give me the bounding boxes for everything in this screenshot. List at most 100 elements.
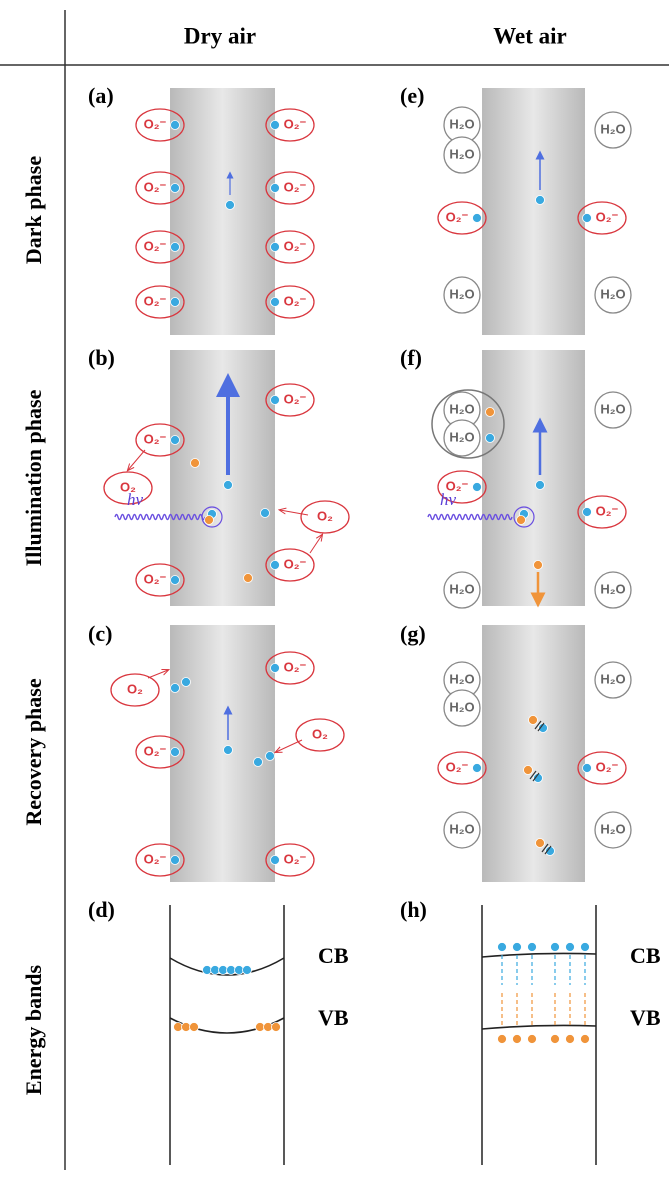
carrier — [171, 856, 180, 865]
carrier — [171, 748, 180, 757]
row-label: Dark phase — [21, 156, 46, 264]
carrier — [271, 121, 280, 130]
carrier — [513, 1035, 522, 1044]
band-label: VB — [318, 1005, 349, 1030]
arrow — [276, 740, 302, 752]
arrow — [148, 670, 168, 678]
photon-label: hν — [127, 490, 144, 509]
carrier — [498, 943, 507, 952]
carrier — [566, 943, 575, 952]
molecule-label: O₂⁻ — [596, 209, 619, 224]
carrier — [583, 764, 592, 773]
carrier — [271, 664, 280, 673]
carrier — [244, 574, 253, 583]
carrier — [534, 561, 543, 570]
molecule-label: O₂⁻ — [596, 503, 619, 518]
molecule-label: O₂⁻ — [144, 743, 167, 758]
molecule-label: O₂⁻ — [144, 851, 167, 866]
carrier — [171, 576, 180, 585]
photon-label: hν — [440, 490, 457, 509]
molecule-label: H₂O — [449, 671, 474, 686]
carrier — [271, 298, 280, 307]
panel-label: (b) — [88, 345, 115, 370]
carrier — [473, 764, 482, 773]
molecule-label: O₂⁻ — [284, 238, 307, 253]
conduction-band — [482, 953, 596, 957]
molecule-label: O₂⁻ — [144, 293, 167, 308]
molecule-label: H₂O — [600, 121, 625, 136]
carrier — [271, 561, 280, 570]
molecule-label: H₂O — [600, 581, 625, 596]
molecule-label: H₂O — [600, 286, 625, 301]
molecule-label: O₂⁻ — [284, 179, 307, 194]
molecule-label: O₂⁻ — [144, 238, 167, 253]
molecule-label: H₂O — [449, 581, 474, 596]
carrier — [583, 214, 592, 223]
carrier — [205, 516, 214, 525]
nanowire — [170, 350, 275, 606]
molecule-label: H₂O — [600, 671, 625, 686]
molecule-label: O₂⁻ — [144, 179, 167, 194]
carrier — [224, 481, 233, 490]
carrier — [254, 758, 263, 767]
molecule-label: O₂⁻ — [446, 759, 469, 774]
row-label: Recovery phase — [21, 678, 46, 825]
molecule-label: H₂O — [449, 429, 474, 444]
molecule-label: H₂O — [449, 116, 474, 131]
nanowire — [170, 88, 275, 335]
molecule-label: O₂⁻ — [284, 293, 307, 308]
molecule-label: O₂⁻ — [144, 431, 167, 446]
panel-label: (f) — [400, 345, 422, 370]
carrier — [191, 459, 200, 468]
molecule-label: H₂O — [449, 286, 474, 301]
molecule-label: O₂⁻ — [284, 659, 307, 674]
carrier — [581, 943, 590, 952]
carrier — [271, 243, 280, 252]
carrier — [517, 516, 526, 525]
molecule-label: O₂⁻ — [446, 209, 469, 224]
nanowire — [482, 625, 585, 882]
carrier — [243, 966, 252, 975]
valence-band — [482, 1025, 596, 1029]
molecule-label: O₂⁻ — [596, 759, 619, 774]
molecule-label: O₂⁻ — [144, 116, 167, 131]
carrier — [171, 243, 180, 252]
carrier — [551, 943, 560, 952]
carrier — [190, 1023, 199, 1032]
panel-label: (a) — [88, 83, 114, 108]
arrow — [310, 535, 322, 553]
molecule-label: O₂ — [317, 508, 333, 523]
carrier — [266, 752, 275, 761]
molecule-label: O₂⁻ — [284, 556, 307, 571]
panels: Dark phase Illumination phase Recovery pha… — [21, 83, 661, 1165]
band-label: CB — [630, 943, 661, 968]
row-label: Energy bands — [21, 964, 46, 1095]
carrier — [583, 508, 592, 517]
molecule-label: H₂O — [449, 699, 474, 714]
panel-label: (g) — [400, 621, 426, 646]
carrier — [529, 716, 538, 725]
molecule-label: H₂O — [449, 821, 474, 836]
carrier — [536, 481, 545, 490]
molecule-label: O₂⁻ — [284, 851, 307, 866]
molecule-label: H₂O — [449, 146, 474, 161]
carrier — [513, 943, 522, 952]
arrow — [280, 510, 308, 515]
molecule-label: O₂⁻ — [284, 116, 307, 131]
carrier — [171, 121, 180, 130]
carrier — [271, 396, 280, 405]
panel-label: (h) — [400, 897, 427, 922]
carrier — [226, 201, 235, 210]
molecule-label: O₂⁻ — [144, 571, 167, 586]
panel-label: (e) — [400, 83, 424, 108]
band-label: CB — [318, 943, 349, 968]
carrier — [551, 1035, 560, 1044]
nanowire — [482, 350, 585, 606]
carrier — [271, 184, 280, 193]
nanowire — [482, 88, 585, 335]
carrier — [528, 1035, 537, 1044]
carrier — [271, 856, 280, 865]
carrier — [171, 684, 180, 693]
carrier — [171, 184, 180, 193]
row-label: Illumination phase — [21, 389, 46, 566]
